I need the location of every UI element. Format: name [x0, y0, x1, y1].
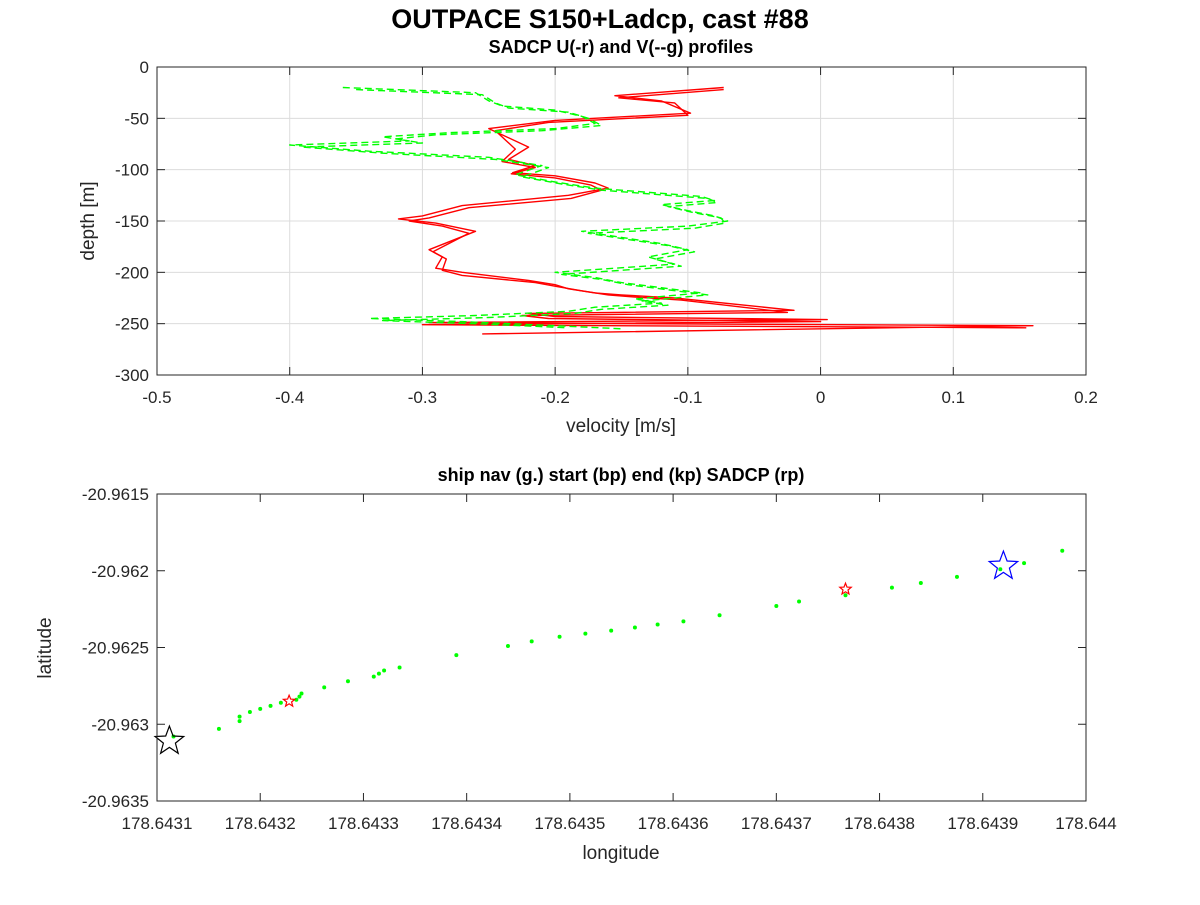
ship-nav-point [797, 599, 802, 604]
ship-nav-point [345, 679, 350, 684]
ship-nav-point [322, 685, 327, 690]
u-profile-line-1 [408, 88, 1027, 329]
nav-ytick-label: -20.963 [91, 715, 149, 734]
velocity-xtick-label: -0.5 [142, 388, 171, 407]
ship-nav-point [237, 719, 242, 724]
velocity-xtick-label: 0.1 [941, 388, 965, 407]
ship-nav-point [1022, 561, 1027, 566]
ship-nav-point [632, 625, 637, 630]
nav-xtick-label: 178.6435 [534, 814, 605, 833]
nav-ytick-label: -20.9615 [82, 485, 149, 504]
ship-nav-point [237, 714, 242, 719]
ship-nav-point [258, 706, 263, 711]
ship-nav-point [529, 639, 534, 644]
start-star-marker [987, 549, 1020, 580]
ship-nav-point [557, 634, 562, 639]
nav-plot-series [153, 548, 1065, 755]
ship-nav-point [294, 697, 299, 702]
nav-plot-title: ship nav (g.) start (bp) end (kp) SADCP … [438, 465, 805, 485]
ship-nav-point [954, 574, 959, 579]
velocity-profile-plot: SADCP U(-r) and V(--g) profiles -0.5 -0.4… [78, 37, 1098, 437]
velocity-xtick-label: 0 [816, 388, 825, 407]
ship-nav-point [889, 585, 894, 590]
velocity-xtick-label: -0.3 [408, 388, 437, 407]
ship-nav-point [681, 619, 686, 624]
velocity-xtick-label: 0.2 [1074, 388, 1098, 407]
nav-plot-ylabel: latitude [35, 617, 56, 678]
ship-nav-point [505, 643, 510, 648]
ship-nav-point [717, 613, 722, 618]
ship-nav-point [998, 567, 1003, 572]
velocity-ytick-label: -150 [115, 212, 149, 231]
ship-nav-point [774, 604, 779, 609]
nav-plot-ticks: 178.6431 178.6432 178.6433 178.6434 178.6435… [82, 485, 1117, 833]
figure-title: OUTPACE S150+Ladcp, cast #88 [391, 4, 808, 34]
nav-xtick-label: 178.6437 [741, 814, 812, 833]
nav-xtick-label: 178.644 [1055, 814, 1116, 833]
nav-ytick-label: -20.962 [91, 562, 149, 581]
ship-nav-point [382, 668, 387, 673]
v-profile-line-3 [302, 88, 726, 329]
velocity-plot-xlabel: velocity [m/s] [566, 416, 676, 437]
velocity-xtick-label: -0.4 [275, 388, 304, 407]
nav-xtick-label: 178.6431 [122, 814, 193, 833]
nav-xtick-label: 178.6434 [431, 814, 502, 833]
ship-nav-point [655, 622, 660, 627]
v-profile-line-2 [289, 86, 729, 330]
nav-ytick-label: -20.9635 [82, 792, 149, 811]
ship-nav-point [216, 726, 221, 731]
ship-nav-plot: ship nav (g.) start (bp) end (kp) SADCP … [35, 465, 1117, 864]
velocity-xtick-label: -0.2 [540, 388, 569, 407]
velocity-ytick-label: -200 [115, 263, 149, 282]
nav-xtick-label: 178.6433 [328, 814, 399, 833]
velocity-ytick-label: -250 [115, 315, 149, 334]
ship-nav-point [609, 628, 614, 633]
velocity-plot-title: SADCP U(-r) and V(--g) profiles [489, 37, 754, 57]
ship-nav-point [843, 593, 848, 598]
nav-ytick-label: -20.9625 [82, 639, 149, 658]
ship-nav-point [397, 665, 402, 670]
ship-nav-point [299, 691, 304, 696]
nav-xtick-label: 178.6436 [638, 814, 709, 833]
ship-nav-point [918, 581, 923, 586]
ship-nav-point [247, 709, 252, 714]
u-profile-line-0 [397, 86, 1034, 335]
nav-xtick-label: 178.6439 [947, 814, 1018, 833]
velocity-plot-series [289, 86, 1034, 335]
ship-nav-point [376, 671, 381, 676]
ship-nav-point [454, 653, 459, 658]
ship-nav-point [297, 694, 302, 699]
velocity-ytick-label: 0 [140, 58, 149, 77]
ship-nav-point [583, 631, 588, 636]
ship-nav-point [1060, 548, 1065, 553]
sadcp-star-marker [281, 693, 297, 708]
sadcp-star-marker [838, 581, 853, 596]
velocity-plot-ticks: -0.5 -0.4 -0.3 -0.2 -0.1 0 0.1 0.2 0 -50 -100 -150 -… [115, 58, 1098, 407]
ship-nav-point [268, 703, 273, 708]
velocity-ytick-label: -50 [124, 109, 149, 128]
velocity-plot-ylabel: depth [m] [78, 181, 99, 260]
nav-xtick-label: 178.6438 [844, 814, 915, 833]
nav-plot-xlabel: longitude [582, 843, 659, 864]
ship-nav-point [371, 674, 376, 679]
velocity-ytick-label: -300 [115, 366, 149, 385]
end-star-marker [153, 724, 186, 755]
velocity-ytick-label: -100 [115, 161, 149, 180]
ship-nav-point [278, 700, 283, 705]
nav-xtick-label: 178.6432 [225, 814, 296, 833]
velocity-xtick-label: -0.1 [673, 388, 702, 407]
